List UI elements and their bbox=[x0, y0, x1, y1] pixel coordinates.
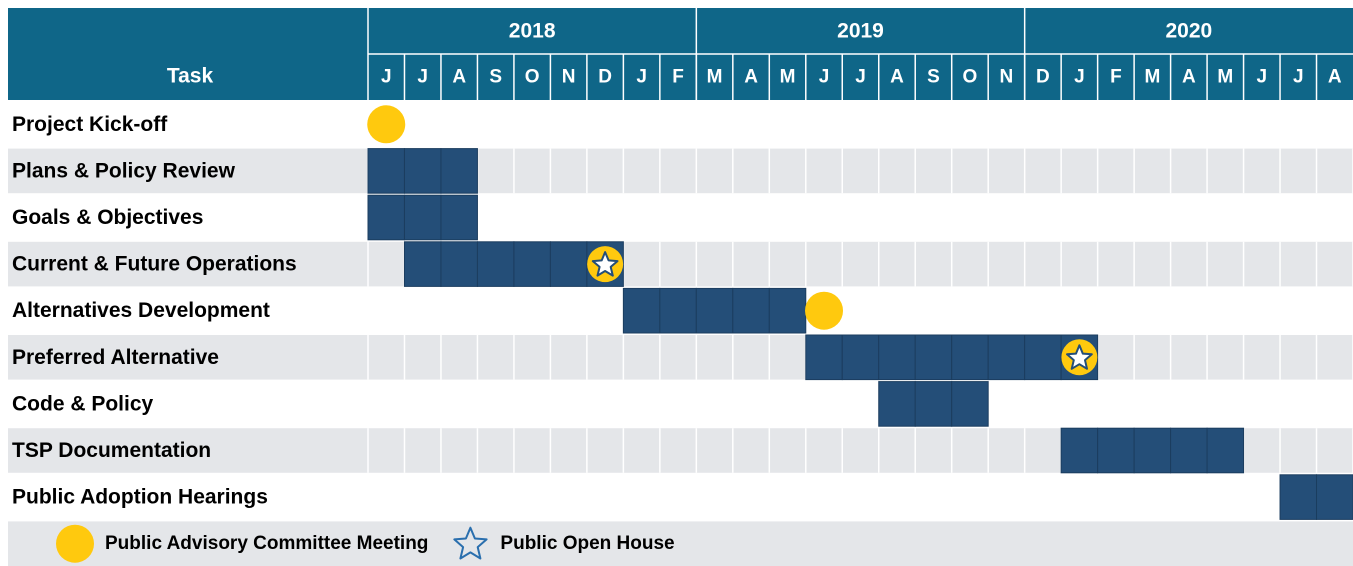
task-bar-cell bbox=[951, 381, 989, 427]
month-label: M bbox=[780, 67, 796, 88]
month-label: A bbox=[744, 67, 758, 88]
month-label: J bbox=[636, 67, 647, 88]
task-bar-cell bbox=[914, 381, 953, 427]
task-bar-cell bbox=[622, 287, 661, 334]
month-label: J bbox=[381, 67, 392, 88]
task-bar-cell bbox=[768, 287, 807, 334]
legend-circle bbox=[56, 524, 94, 563]
task-header: Task bbox=[167, 65, 214, 88]
month-label: D bbox=[1036, 67, 1050, 88]
task-bar-cell bbox=[476, 241, 515, 287]
task-label: Goals & Objectives bbox=[12, 206, 203, 229]
year-label: 2020 bbox=[1165, 20, 1212, 43]
task-bar-cell bbox=[1133, 427, 1172, 474]
task-bar-cell bbox=[367, 194, 405, 241]
month-label: A bbox=[1182, 67, 1196, 88]
open-house-star bbox=[591, 251, 619, 277]
task-bar-cell bbox=[440, 194, 478, 241]
meeting-milestone bbox=[367, 105, 406, 144]
task-bar-cell bbox=[440, 241, 478, 287]
task-bar-cell bbox=[1206, 427, 1245, 474]
task-bar-cell bbox=[549, 241, 588, 287]
month-label: J bbox=[417, 67, 428, 88]
task-bar-cell bbox=[403, 194, 442, 241]
task-bar-cell bbox=[403, 148, 442, 194]
task-bar-cell bbox=[1097, 427, 1135, 474]
task-bar-cell bbox=[1316, 474, 1353, 520]
task-bar-cell bbox=[805, 334, 843, 381]
open-house-star bbox=[1066, 344, 1093, 370]
month-label: O bbox=[525, 67, 540, 88]
task-bar-cell bbox=[440, 148, 478, 194]
year-label: 2018 bbox=[509, 20, 556, 43]
task-bar-cell bbox=[1170, 427, 1208, 474]
month-label: O bbox=[963, 67, 978, 88]
month-label: F bbox=[1110, 67, 1122, 88]
task-bar-cell bbox=[695, 287, 734, 334]
task-bar-cell bbox=[403, 241, 442, 287]
task-bar-cell bbox=[878, 381, 916, 427]
task-bar-cell bbox=[1279, 474, 1318, 520]
month-label: A bbox=[890, 67, 904, 88]
month-label: S bbox=[927, 67, 940, 88]
month-label: D bbox=[598, 67, 612, 88]
task-bar-cell bbox=[659, 287, 697, 334]
month-label: M bbox=[707, 67, 723, 88]
legend-label: Public Open House bbox=[500, 533, 674, 554]
task-bar-cell bbox=[841, 334, 880, 381]
task-label: Alternatives Development bbox=[12, 299, 270, 322]
task-label: Project Kick-off bbox=[12, 113, 168, 136]
month-label: M bbox=[1217, 67, 1233, 88]
task-bar-cell bbox=[732, 287, 770, 334]
task-bar-cell bbox=[367, 148, 405, 194]
task-bar-cell bbox=[951, 334, 989, 381]
task-label: Code & Policy bbox=[12, 392, 154, 415]
month-label: A bbox=[1328, 67, 1342, 88]
task-label: Plans & Policy Review bbox=[12, 159, 236, 182]
task-bar-cell bbox=[513, 241, 551, 287]
task-bar-cell bbox=[1024, 334, 1062, 381]
year-label: 2019 bbox=[837, 20, 884, 43]
legend-bg bbox=[8, 521, 1353, 566]
row-bg bbox=[8, 241, 1353, 287]
legend-star bbox=[453, 526, 488, 560]
month-label: N bbox=[562, 67, 576, 88]
task-label: Current & Future Operations bbox=[12, 253, 297, 276]
month-label: J bbox=[855, 67, 866, 88]
month-label: N bbox=[1000, 67, 1014, 88]
row-bg bbox=[8, 335, 1353, 380]
task-label: Public Adoption Hearings bbox=[12, 486, 268, 509]
month-label: J bbox=[1293, 67, 1304, 88]
task-label: TSP Documentation bbox=[12, 439, 211, 462]
task-label: Preferred Alternative bbox=[12, 346, 219, 369]
task-bar-cell bbox=[878, 334, 916, 381]
month-label: J bbox=[819, 67, 830, 88]
month-label: J bbox=[1074, 67, 1085, 88]
meeting-milestone bbox=[805, 291, 844, 330]
month-label: S bbox=[489, 67, 502, 88]
legend-label: Public Advisory Committee Meeting bbox=[105, 533, 428, 554]
month-label: F bbox=[672, 67, 684, 88]
row-bg bbox=[8, 148, 1353, 194]
month-label: M bbox=[1144, 67, 1160, 88]
task-bar-cell bbox=[1060, 427, 1099, 474]
task-bar-cell bbox=[987, 334, 1026, 381]
month-label: A bbox=[452, 67, 466, 88]
task-bar-cell bbox=[914, 334, 953, 381]
month-label: J bbox=[1257, 67, 1268, 88]
